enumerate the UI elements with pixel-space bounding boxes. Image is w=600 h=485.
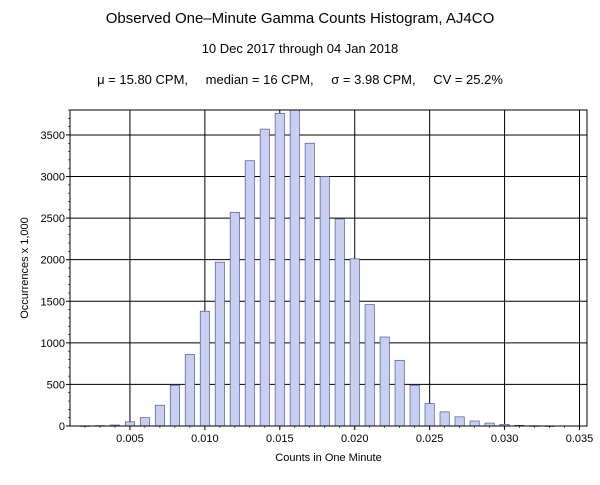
y-tick-label: 2500 [41, 213, 65, 225]
stats-line: μ = 15.80 CPM, median = 16 CPM, σ = 3.98… [0, 72, 600, 87]
histogram-bar [454, 416, 465, 427]
histogram-bar [184, 354, 195, 427]
histogram-bar [304, 142, 315, 427]
y-tick-label: 3500 [41, 130, 65, 142]
histogram-bar [394, 359, 405, 427]
histogram-bar [199, 310, 210, 427]
histogram-bar [439, 411, 450, 427]
histogram-bar [364, 304, 375, 427]
x-tick-label: 0.005 [116, 433, 144, 445]
histogram-bar [139, 417, 150, 427]
x-axis: 0.005 0.010 0.015 0.020 0.025 0.030 0.035 [84, 426, 594, 445]
y-tick-label: 2000 [41, 255, 65, 267]
histogram-bar [169, 384, 180, 427]
histogram-bar [319, 176, 330, 427]
histogram-bar [424, 403, 435, 427]
histogram-bar [154, 404, 165, 427]
chart-title: Observed One–Minute Gamma Counts Histogr… [105, 10, 495, 27]
histogram-bar [124, 421, 135, 427]
x-tick-label: 0.025 [416, 433, 444, 445]
y-tick-label: 500 [47, 379, 65, 391]
x-tick-label: 0.030 [491, 433, 519, 445]
x-tick-label: 0.010 [191, 433, 219, 445]
histogram-bars [79, 109, 555, 427]
histogram-bar [379, 336, 390, 427]
stat-median: median = 16 CPM, [205, 72, 314, 87]
y-tick-label: 1500 [41, 296, 65, 308]
x-tick-label: 0.035 [566, 433, 594, 445]
stat-cv: CV = 25.2% [433, 72, 503, 87]
histogram-bar [334, 218, 345, 427]
x-axis-label: Counts in One Minute [275, 452, 381, 464]
y-axis: 0 500 1000 1500 2000 2500 3000 3500 [41, 109, 70, 433]
stat-sigma: σ = 3.98 CPM, [331, 72, 416, 87]
stat-mean: μ = 15.80 CPM, [97, 72, 189, 87]
y-tick-label: 1000 [41, 338, 65, 350]
histogram-bar [274, 112, 285, 427]
histogram-bar [229, 211, 240, 427]
chart-subtitle: 10 Dec 2017 through 04 Jan 2018 [201, 41, 399, 56]
histogram-bar [469, 420, 480, 427]
histogram-bar [244, 160, 255, 427]
y-axis-label: Occurrences x 1,000 [19, 217, 31, 319]
x-tick-label: 0.020 [341, 433, 369, 445]
x-tick-label: 0.015 [266, 433, 294, 445]
histogram-bar [349, 258, 360, 427]
y-tick-label: 0 [59, 421, 65, 433]
histogram-bar [289, 109, 300, 427]
y-tick-label: 3000 [41, 172, 65, 184]
histogram-bar [259, 128, 270, 427]
histogram-bar [409, 384, 420, 427]
histogram-bar [214, 261, 225, 427]
